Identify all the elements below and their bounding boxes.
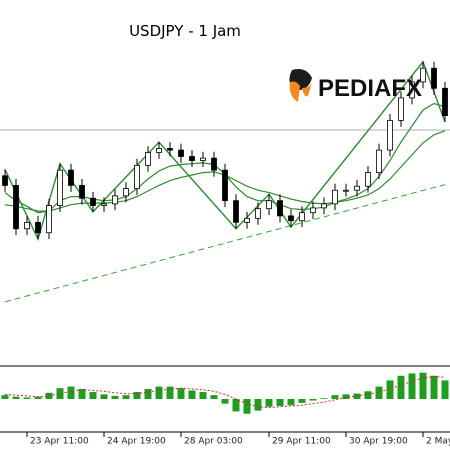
macd-bar	[364, 391, 372, 399]
candle-body	[167, 148, 173, 151]
macd-bar	[67, 386, 75, 399]
candle-body	[343, 189, 349, 192]
macd-bar	[276, 399, 284, 406]
candle-body	[233, 200, 239, 223]
candle-body	[145, 152, 151, 166]
candle-body	[24, 221, 30, 230]
logo-icon	[289, 81, 300, 102]
candle-body	[101, 203, 107, 206]
macd-bar	[221, 399, 229, 404]
candle-body	[2, 175, 8, 186]
candle-body	[387, 119, 393, 151]
x-tick-label: 24 Apr 19:00	[107, 437, 166, 447]
macd-bar	[232, 399, 240, 412]
macd-bar	[177, 388, 185, 399]
candle-body	[57, 169, 63, 206]
macd-bar	[408, 373, 416, 399]
macd-bar	[298, 399, 306, 403]
macd-bar	[100, 394, 108, 399]
candle-body	[200, 157, 206, 161]
candle-body	[68, 169, 74, 186]
candle-body	[431, 67, 437, 89]
macd-panel	[1, 372, 449, 414]
candle-body	[79, 185, 85, 199]
macd-bar	[375, 386, 383, 399]
macd-bar	[397, 375, 405, 399]
candle-body	[90, 197, 96, 206]
time-axis: 23 Apr 11:00 24 Apr 19:00 28 Apr 03:00 29 A…	[26, 432, 450, 447]
macd-bar	[133, 392, 141, 399]
candle-body	[13, 185, 19, 230]
candle-body	[178, 149, 184, 157]
macd-bar	[1, 395, 9, 399]
macd-bar	[320, 398, 328, 399]
macd-bar	[265, 399, 273, 407]
macd-bar	[287, 399, 295, 406]
macd-bar	[199, 392, 207, 399]
candle-body	[288, 215, 294, 222]
macd-bar	[122, 395, 130, 399]
candle-body	[365, 172, 371, 187]
macd-bar	[56, 388, 64, 399]
candle-body	[156, 148, 162, 153]
macd-bar	[419, 372, 427, 399]
macd-bar	[12, 396, 20, 399]
macd-bar	[34, 396, 42, 399]
candle-body	[112, 195, 118, 205]
candle-body	[244, 217, 250, 223]
candle-body	[332, 189, 338, 205]
macd-bar	[430, 375, 438, 399]
logo-text: PEDIAFX	[318, 75, 422, 102]
macd-bar	[243, 399, 251, 414]
candle-body	[398, 97, 404, 121]
candle-body	[442, 87, 448, 116]
logo-icon	[302, 82, 312, 97]
chart-title: USDJPY - 1 Jam	[129, 22, 241, 40]
macd-bar	[155, 386, 163, 399]
macd-bar	[23, 397, 31, 399]
candle-body	[277, 200, 283, 217]
price-panel	[0, 60, 450, 303]
macd-bar	[166, 386, 174, 399]
trend-line	[4, 184, 446, 303]
candle-body	[211, 157, 217, 171]
macd-bar	[111, 395, 119, 399]
macd-bar	[331, 395, 339, 399]
candle-body	[299, 212, 305, 222]
signal-line	[4, 375, 446, 409]
macd-bar	[188, 390, 196, 399]
macd-bar	[78, 388, 86, 399]
x-tick-label: 23 Apr 11:00	[30, 437, 89, 447]
x-tick-label: 28 Apr 03:00	[184, 437, 243, 447]
macd-bar	[89, 392, 97, 399]
x-tick-label: 30 Apr 19:00	[349, 437, 408, 447]
candle-body	[123, 188, 129, 197]
candle-body	[266, 200, 272, 210]
macd-bar	[144, 388, 152, 399]
macd-bar	[254, 399, 262, 411]
macd-bar	[210, 395, 218, 399]
candle-body	[255, 208, 261, 219]
candle-body	[354, 185, 360, 191]
candle-body	[321, 203, 327, 209]
logo: PEDIAFX	[289, 69, 422, 102]
candle-body	[409, 81, 415, 99]
x-tick-label: 29 Apr 11:00	[272, 437, 331, 447]
candle-body	[189, 156, 195, 161]
candle-body	[35, 221, 41, 234]
candle-body	[310, 207, 316, 214]
macd-bar	[309, 399, 317, 401]
macd-bar	[386, 380, 394, 399]
candle-body	[222, 169, 228, 202]
x-tick-label: 2 May	[426, 437, 450, 447]
candle-body	[420, 67, 426, 83]
candle-body	[134, 164, 140, 190]
macd-bar	[441, 380, 449, 399]
candle-body	[46, 205, 52, 234]
candle-body	[376, 149, 382, 173]
macd-bar	[342, 394, 350, 399]
